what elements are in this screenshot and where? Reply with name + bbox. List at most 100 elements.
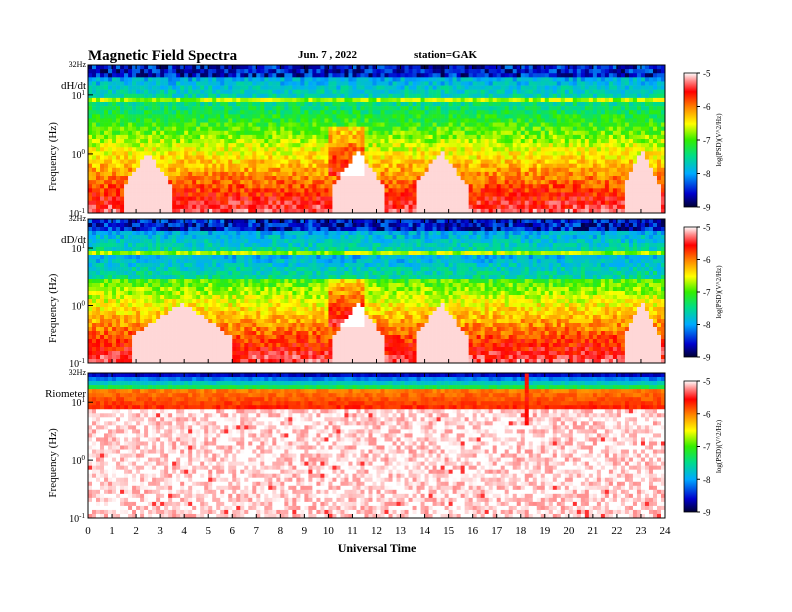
heatmap-cell xyxy=(517,192,521,196)
heatmap-cell xyxy=(136,139,140,143)
heatmap-cell xyxy=(425,172,429,176)
heatmap-cell xyxy=(489,118,493,122)
heatmap-cell xyxy=(429,164,433,168)
heatmap-cell xyxy=(553,86,557,90)
heatmap-cell xyxy=(545,69,549,73)
heatmap-cell xyxy=(196,160,200,164)
heatmap-cell xyxy=(609,164,613,168)
heatmap-cell xyxy=(505,188,509,192)
heatmap-cell xyxy=(288,131,292,135)
heatmap-cell xyxy=(228,201,232,205)
heatmap-cell xyxy=(320,176,324,180)
heatmap-cell xyxy=(509,98,513,102)
heatmap-cell xyxy=(248,135,252,139)
heatmap-cell xyxy=(377,114,381,118)
heatmap-cell xyxy=(348,98,352,102)
heatmap-cell xyxy=(140,143,144,147)
heatmap-cell xyxy=(557,147,561,151)
heatmap-cell xyxy=(481,188,485,192)
heatmap-cell xyxy=(132,205,136,209)
heatmap-cell xyxy=(100,98,104,102)
heatmap-cell xyxy=(553,201,557,205)
heatmap-cell xyxy=(497,188,501,192)
heatmap-cell xyxy=(104,184,108,188)
heatmap-cell xyxy=(128,81,132,85)
heatmap-cell xyxy=(397,176,401,180)
heatmap-cell xyxy=(521,147,525,151)
heatmap-cell xyxy=(609,151,613,155)
heatmap-cell xyxy=(409,65,413,69)
heatmap-cell xyxy=(421,98,425,102)
heatmap-cell xyxy=(469,139,473,143)
heatmap-cell xyxy=(200,118,204,122)
heatmap-cell xyxy=(108,160,112,164)
heatmap-cell xyxy=(252,110,256,114)
heatmap-cell xyxy=(425,73,429,77)
heatmap-cell xyxy=(300,131,304,135)
heatmap-cell xyxy=(401,131,405,135)
heatmap-cell xyxy=(529,147,533,151)
heatmap-cell xyxy=(160,98,164,102)
heatmap-cell xyxy=(601,131,605,135)
heatmap-cell xyxy=(168,197,172,201)
heatmap-cell xyxy=(409,118,413,122)
heatmap-cell xyxy=(401,184,405,188)
heatmap-cell xyxy=(557,176,561,180)
heatmap-cell xyxy=(445,155,449,159)
heatmap-cell xyxy=(252,90,256,94)
heatmap-cell xyxy=(537,151,541,155)
heatmap-cell xyxy=(224,81,228,85)
heatmap-cell xyxy=(216,168,220,172)
heatmap-cell xyxy=(557,164,561,168)
heatmap-cell xyxy=(553,131,557,135)
heatmap-cell xyxy=(609,102,613,106)
heatmap-cell xyxy=(232,147,236,151)
heatmap-cell xyxy=(352,81,356,85)
heatmap-cell xyxy=(280,147,284,151)
heatmap-cell xyxy=(264,172,268,176)
heatmap-cell xyxy=(172,102,176,106)
heatmap-cell xyxy=(545,192,549,196)
heatmap-cell xyxy=(609,201,613,205)
heatmap-cell xyxy=(88,127,92,131)
heatmap-cell xyxy=(537,160,541,164)
heatmap-cell xyxy=(501,164,505,168)
heatmap-cell xyxy=(545,94,549,98)
heatmap-cell xyxy=(252,98,256,102)
heatmap-cell xyxy=(236,102,240,106)
heatmap-cell xyxy=(633,65,637,69)
heatmap-cell xyxy=(409,127,413,131)
heatmap-cell xyxy=(112,106,116,110)
heatmap-cell xyxy=(573,160,577,164)
heatmap-cell xyxy=(597,123,601,127)
heatmap-cell xyxy=(477,164,481,168)
heatmap-cell xyxy=(473,197,477,201)
heatmap-cell xyxy=(100,205,104,209)
heatmap-cell xyxy=(192,164,196,168)
heatmap-cell xyxy=(545,131,549,135)
heatmap-cell xyxy=(529,176,533,180)
heatmap-cell xyxy=(324,98,328,102)
heatmap-cell xyxy=(324,155,328,159)
heatmap-cell xyxy=(92,139,96,143)
heatmap-cell xyxy=(429,151,433,155)
heatmap-cell xyxy=(200,86,204,90)
heatmap-cell xyxy=(389,131,393,135)
heatmap-cell xyxy=(457,151,461,155)
heatmap-cell xyxy=(445,147,449,151)
heatmap-cell xyxy=(397,102,401,106)
heatmap-cell xyxy=(288,205,292,209)
heatmap-cell xyxy=(525,69,529,73)
heatmap-cell xyxy=(585,90,589,94)
heatmap-cell xyxy=(385,180,389,184)
heatmap-cell xyxy=(140,106,144,110)
heatmap-cell xyxy=(613,77,617,81)
heatmap-cell xyxy=(413,176,417,180)
heatmap-cell xyxy=(176,123,180,127)
heatmap-cell xyxy=(220,86,224,90)
heatmap-cell xyxy=(641,73,645,77)
heatmap-cell xyxy=(88,201,92,205)
heatmap-cell xyxy=(204,205,208,209)
heatmap-cell xyxy=(308,98,312,102)
heatmap-cell xyxy=(212,90,216,94)
